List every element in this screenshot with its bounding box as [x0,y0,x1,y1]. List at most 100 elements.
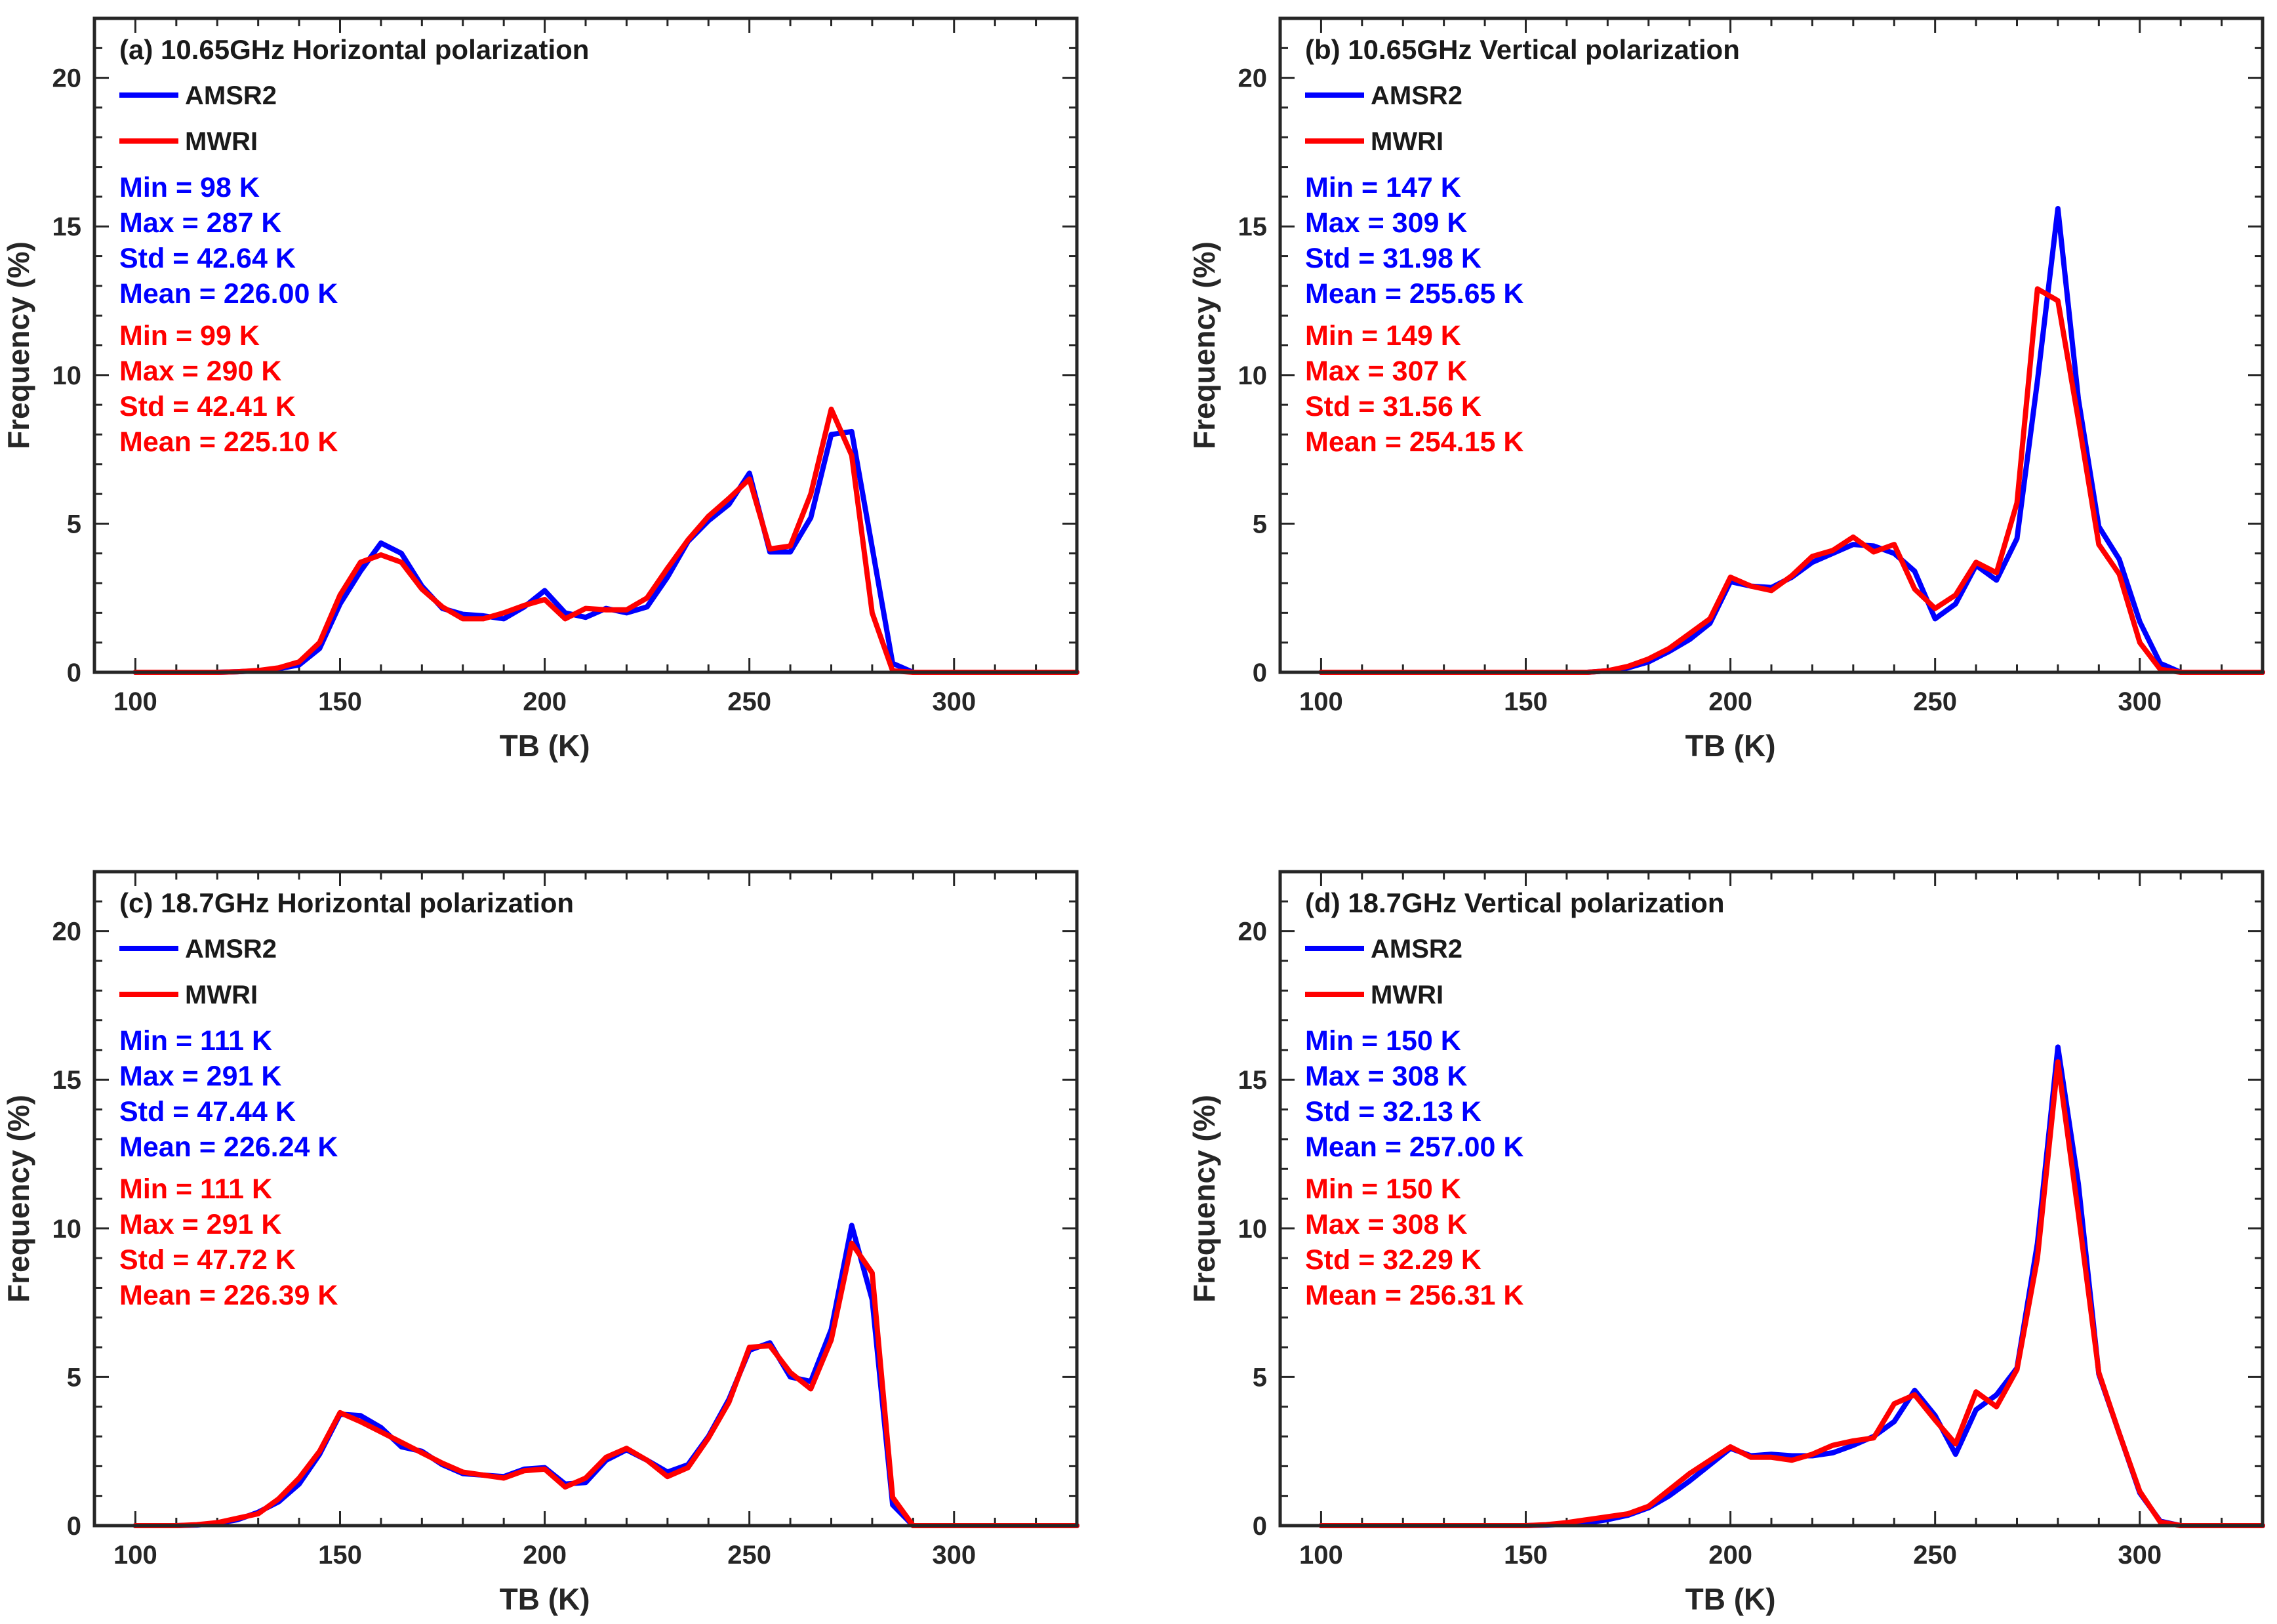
y-tick-label: 10 [1238,361,1268,390]
x-tick-label: 200 [523,687,567,716]
legend-label-amsr2: AMSR2 [1371,81,1462,110]
x-tick-label: 150 [318,1541,362,1570]
x-axis-title: TB (K) [500,1582,590,1616]
y-tick-label: 5 [1253,1363,1267,1392]
stat-mwri-0: Min = 149 K [1305,320,1461,352]
chart-panel-4: 100 150 200 250 300 0 5 10 15 20 TB (K) Frequency (… [1187,870,2265,1616]
y-tick-label: 0 [1253,1512,1267,1541]
y-tick-label: 15 [52,1066,82,1095]
stat-amsr2-1: Max = 291 K [119,1061,281,1092]
x-tick-label: 100 [113,687,157,716]
chart-panel-1: 100 150 200 250 300 0 5 10 15 20 TB (K) Frequency (… [1,16,1079,763]
y-tick-label: 10 [1238,1215,1268,1244]
stat-amsr2-3: Mean = 226.00 K [119,278,338,310]
x-tick-label: 200 [1708,687,1752,716]
y-tick-label: 10 [52,1215,82,1244]
plot-frame [92,870,1079,1528]
y-tick-label: 20 [1238,918,1268,946]
y-axis-title: Frequency (%) [1187,1095,1221,1303]
legend-label-mwri: MWRI [1371,981,1443,1009]
x-tick-label: 150 [318,687,362,716]
stat-mwri-2: Std = 32.29 K [1305,1244,1481,1276]
y-tick-label: 0 [67,659,81,687]
stat-mwri-1: Max = 290 K [119,355,281,387]
stat-mwri-3: Mean = 225.10 K [119,426,338,458]
x-tick-label: 250 [1913,1541,1957,1570]
stat-amsr2-0: Min = 98 K [119,172,260,203]
y-tick-label: 20 [52,64,82,93]
stat-amsr2-2: Std = 47.44 K [119,1096,296,1127]
stat-amsr2-3: Mean = 255.65 K [1305,278,1523,310]
x-tick-label: 100 [1299,1541,1343,1570]
y-axis-title: Frequency (%) [1,241,35,449]
x-tick-label: 250 [1913,687,1957,716]
stat-amsr2-0: Min = 111 K [119,1025,272,1057]
legend-label-mwri: MWRI [1371,127,1443,156]
stat-amsr2-2: Std = 32.13 K [1305,1096,1481,1127]
stat-amsr2-3: Mean = 226.24 K [119,1131,338,1163]
stat-mwri-0: Min = 111 K [119,1173,272,1205]
stat-mwri-2: Std = 31.56 K [1305,391,1481,422]
stat-amsr2-2: Std = 31.98 K [1305,243,1481,274]
legend-label-amsr2: AMSR2 [1371,935,1462,964]
chart-panel-3: 100 150 200 250 300 0 5 10 15 20 TB (K) Frequency (… [1,870,1079,1616]
x-tick-label: 300 [2118,687,2162,716]
legend-label-mwri: MWRI [185,127,258,156]
x-tick-label: 150 [1504,687,1548,716]
y-axis-title: Frequency (%) [1,1095,35,1303]
x-tick-label: 250 [727,1541,771,1570]
stat-amsr2-0: Min = 150 K [1305,1025,1461,1057]
legend-label-mwri: MWRI [185,981,258,1009]
stat-amsr2-0: Min = 147 K [1305,172,1461,203]
y-tick-label: 5 [67,1363,81,1392]
x-tick-label: 300 [932,687,976,716]
stat-mwri-3: Mean = 256.31 K [1305,1280,1523,1311]
stat-mwri-1: Max = 307 K [1305,355,1467,387]
x-axis-title: TB (K) [1685,1582,1776,1616]
y-tick-label: 20 [1238,64,1268,93]
series-line-mwri [1318,1059,2265,1528]
y-tick-label: 5 [67,510,81,538]
stat-mwri-3: Mean = 254.15 K [1305,426,1523,458]
stat-amsr2-1: Max = 309 K [1305,207,1467,239]
panel-title: (c) 18.7GHz Horizontal polarization [119,887,574,918]
y-axis-title: Frequency (%) [1187,241,1221,449]
stat-mwri-1: Max = 291 K [119,1209,281,1240]
legend-label-amsr2: AMSR2 [185,81,277,110]
y-tick-label: 15 [1238,1066,1268,1095]
x-axis-title: TB (K) [500,729,590,763]
plot-frame [92,16,1079,674]
x-tick-label: 300 [2118,1541,2162,1570]
stat-amsr2-1: Max = 308 K [1305,1061,1467,1092]
x-tick-label: 200 [1708,1541,1752,1570]
x-axis-title: TB (K) [1685,729,1776,763]
plot-frame [1278,16,2265,674]
y-tick-label: 15 [52,213,82,241]
y-tick-label: 20 [52,918,82,946]
plot-frame [1278,870,2265,1528]
x-tick-label: 250 [727,687,771,716]
stat-mwri-1: Max = 308 K [1305,1209,1467,1240]
y-tick-label: 5 [1253,510,1267,538]
stat-mwri-3: Mean = 226.39 K [119,1280,338,1311]
x-tick-label: 100 [1299,687,1343,716]
stat-mwri-0: Min = 99 K [119,320,260,352]
panel-title: (d) 18.7GHz Vertical polarization [1305,887,1725,918]
panel-title: (b) 10.65GHz Vertical polarization [1305,34,1740,65]
y-tick-label: 10 [52,361,82,390]
y-tick-label: 0 [67,1512,81,1541]
y-tick-label: 0 [1253,659,1267,687]
chart-panel-2: 100 150 200 250 300 0 5 10 15 20 TB (K) Frequency (… [1187,16,2265,763]
stat-amsr2-3: Mean = 257.00 K [1305,1131,1523,1163]
x-tick-label: 300 [932,1541,976,1570]
x-tick-label: 150 [1504,1541,1548,1570]
stat-mwri-0: Min = 150 K [1305,1173,1461,1205]
stat-amsr2-2: Std = 42.64 K [119,243,296,274]
stat-mwri-2: Std = 47.72 K [119,1244,296,1276]
x-tick-label: 200 [523,1541,567,1570]
x-tick-label: 100 [113,1541,157,1570]
y-tick-label: 15 [1238,213,1268,241]
